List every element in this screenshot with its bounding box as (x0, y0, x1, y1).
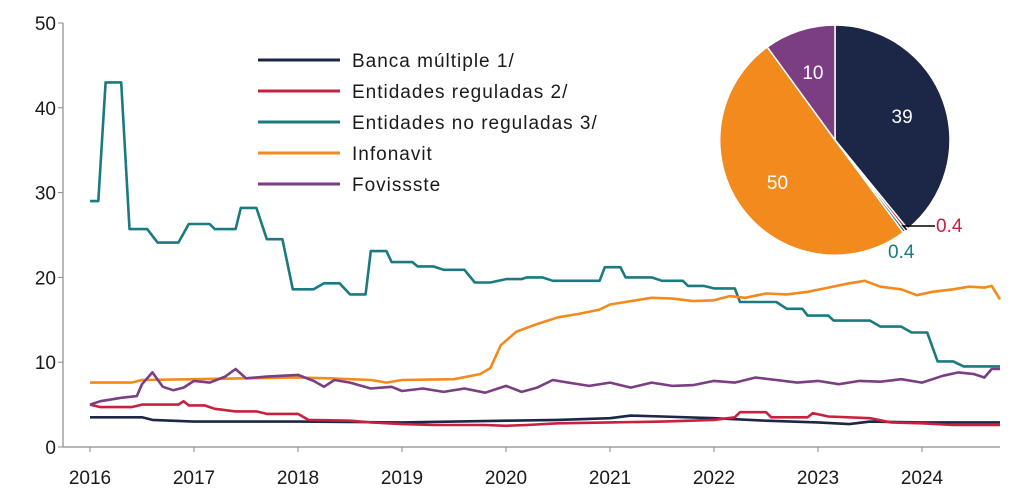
pie-leader-line (901, 225, 935, 231)
line-chart-axes: 0 10 20 30 40 50 2016 2017 2018 2019 2020 2021 2022 2… (35, 14, 1000, 489)
line-chart-series (89, 81, 1002, 428)
y-tick-label: 30 (35, 184, 56, 205)
series-line-entidades-no-reguladas-3 (90, 81, 1000, 368)
pie-label-entidades-no-reguladas-3: 0.4 (888, 242, 915, 263)
y-tick-label: 10 (35, 353, 56, 374)
y-tick-label: 40 (35, 99, 56, 120)
series-line-fovissste (89, 367, 1000, 406)
share-pie-chart: 39 50 10 0.4 0.4 (718, 24, 963, 263)
series-line-infonavit (90, 279, 1002, 384)
pie-slice-fovissste (766, 24, 836, 143)
y-tick-label: 20 (35, 268, 56, 289)
legend: Banca múltiple 1/Entidades reguladas 2/E… (258, 51, 598, 196)
pie-label-banca-multiple-1: 39 (892, 107, 913, 128)
legend-label: Infonavit (352, 144, 433, 165)
series-line-banca-multiple-1 (90, 414, 1000, 426)
x-tick-label: 2023 (797, 468, 839, 489)
x-tick-label: 2017 (173, 468, 215, 489)
series-line-entidades-reguladas-2 (89, 399, 1000, 428)
pie-label-entidades-reguladas-2: 0.4 (936, 216, 963, 237)
legend-label: Entidades no reguladas 3/ (352, 113, 598, 134)
legend-label: Fovissste (352, 175, 441, 196)
pie-slice-banca-multiple-1 (834, 24, 951, 231)
pie-label-infonavit: 50 (767, 173, 788, 194)
x-tick-label: 2020 (485, 468, 527, 489)
x-tick-label: 2022 (693, 468, 735, 489)
pie-label-fovissste: 10 (802, 63, 823, 84)
x-tick-label: 2024 (901, 468, 944, 489)
x-tick-label: 2016 (69, 468, 111, 489)
x-tick-label: 2021 (589, 468, 631, 489)
x-tick-label: 2019 (381, 468, 423, 489)
y-tick-label: 50 (35, 14, 56, 35)
pie-slice-infonavit (718, 46, 905, 256)
x-tick-label: 2018 (277, 468, 319, 489)
legend-label: Banca múltiple 1/ (352, 51, 515, 72)
y-tick-label: 0 (45, 438, 56, 459)
legend-label: Entidades reguladas 2/ (352, 82, 568, 103)
